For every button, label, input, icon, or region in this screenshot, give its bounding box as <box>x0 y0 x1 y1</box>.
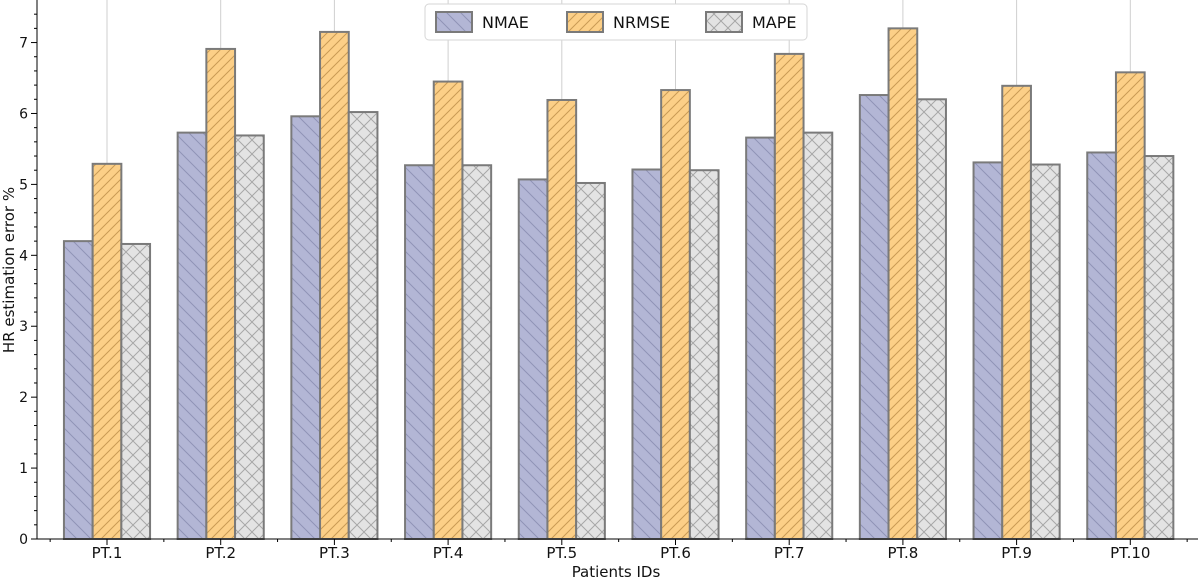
x-tick-label: PT.3 <box>319 544 350 562</box>
x-tick-label: PT.6 <box>660 544 691 562</box>
legend-label-mape: MAPE <box>752 13 797 32</box>
bar-outline-mape <box>916 98 947 541</box>
bar-outline-mape <box>688 169 720 540</box>
x-axis-label: Patients IDs <box>572 563 661 579</box>
legend-swatch-outline-mape <box>705 11 743 33</box>
x-tick-label: PT.1 <box>92 544 123 562</box>
bar-outline-nrmse <box>1001 84 1032 540</box>
bar-outline-nmae <box>631 168 663 540</box>
x-tick-label: PT.4 <box>433 544 464 562</box>
bar-outline-mape <box>461 164 493 540</box>
bar-outline-nrmse <box>319 30 350 541</box>
y-tick-label: 1 <box>19 461 28 477</box>
x-tick-label: PT.7 <box>774 544 805 562</box>
y-tick-label: 0 <box>19 532 28 548</box>
bar-outline-nrmse <box>887 27 919 541</box>
bar-outline-nrmse <box>546 98 578 540</box>
bar-outline-nmae <box>62 240 94 540</box>
x-tick-label: PT.2 <box>205 544 236 562</box>
bar-outline-nmae <box>972 161 1004 540</box>
y-tick-label: 7 <box>19 36 28 52</box>
y-axis-label: HR estimation error % <box>0 187 18 353</box>
bar-outline-nrmse <box>773 52 805 541</box>
bar-outline-mape <box>575 181 606 540</box>
bar-outline-nrmse <box>432 80 464 541</box>
legend: NMAE NRMSE MAPE <box>424 3 808 41</box>
bar-outline-nrmse <box>91 162 123 540</box>
bar-outline-nmae <box>745 136 776 540</box>
y-tick-label: 3 <box>19 319 28 335</box>
bar-outline-mape <box>347 111 379 540</box>
bar-outline-nrmse <box>660 89 691 541</box>
bars <box>62 27 1175 541</box>
x-tick-label: PT.9 <box>1001 544 1032 562</box>
y-tick-label: 4 <box>19 248 28 264</box>
y-tick-label: 6 <box>19 106 28 122</box>
x-tick-label: PT.8 <box>888 544 919 562</box>
legend-swatch-outline-nmae <box>435 11 473 33</box>
tick-marks-and-labels: 0 1 2 3 4 5 6 7 PT.1 PT.2 PT.3 PT.4 PT.5 PT.6 PT.7 PT.8… <box>19 13 1188 562</box>
y-tick-label: 5 <box>19 177 28 193</box>
legend-swatch-outline-nrmse <box>566 11 604 33</box>
bar-outline-nmae <box>290 115 322 541</box>
legend-label-nmae: NMAE <box>482 13 529 32</box>
bar-outline-nrmse <box>205 47 237 541</box>
legend-label-nrmse: NRMSE <box>613 13 670 32</box>
bar-outline-nmae <box>517 178 549 540</box>
bar-outline-nmae <box>858 94 890 540</box>
bar-outline-nrmse <box>1114 71 1146 540</box>
bar-outline-mape <box>1029 163 1061 540</box>
bar-outline-mape <box>234 134 265 541</box>
bar-outline-nmae <box>404 164 435 540</box>
bar-outline-mape <box>802 131 834 540</box>
x-tick-label: PT.5 <box>546 544 577 562</box>
bar-outline-nmae <box>176 131 208 540</box>
y-tick-label: 2 <box>19 390 28 406</box>
x-tick-label: PT.10 <box>1110 544 1150 562</box>
bar-outline-nmae <box>1086 151 1117 541</box>
bar-outline-mape <box>1143 155 1175 541</box>
bar-outline-mape <box>120 242 152 540</box>
